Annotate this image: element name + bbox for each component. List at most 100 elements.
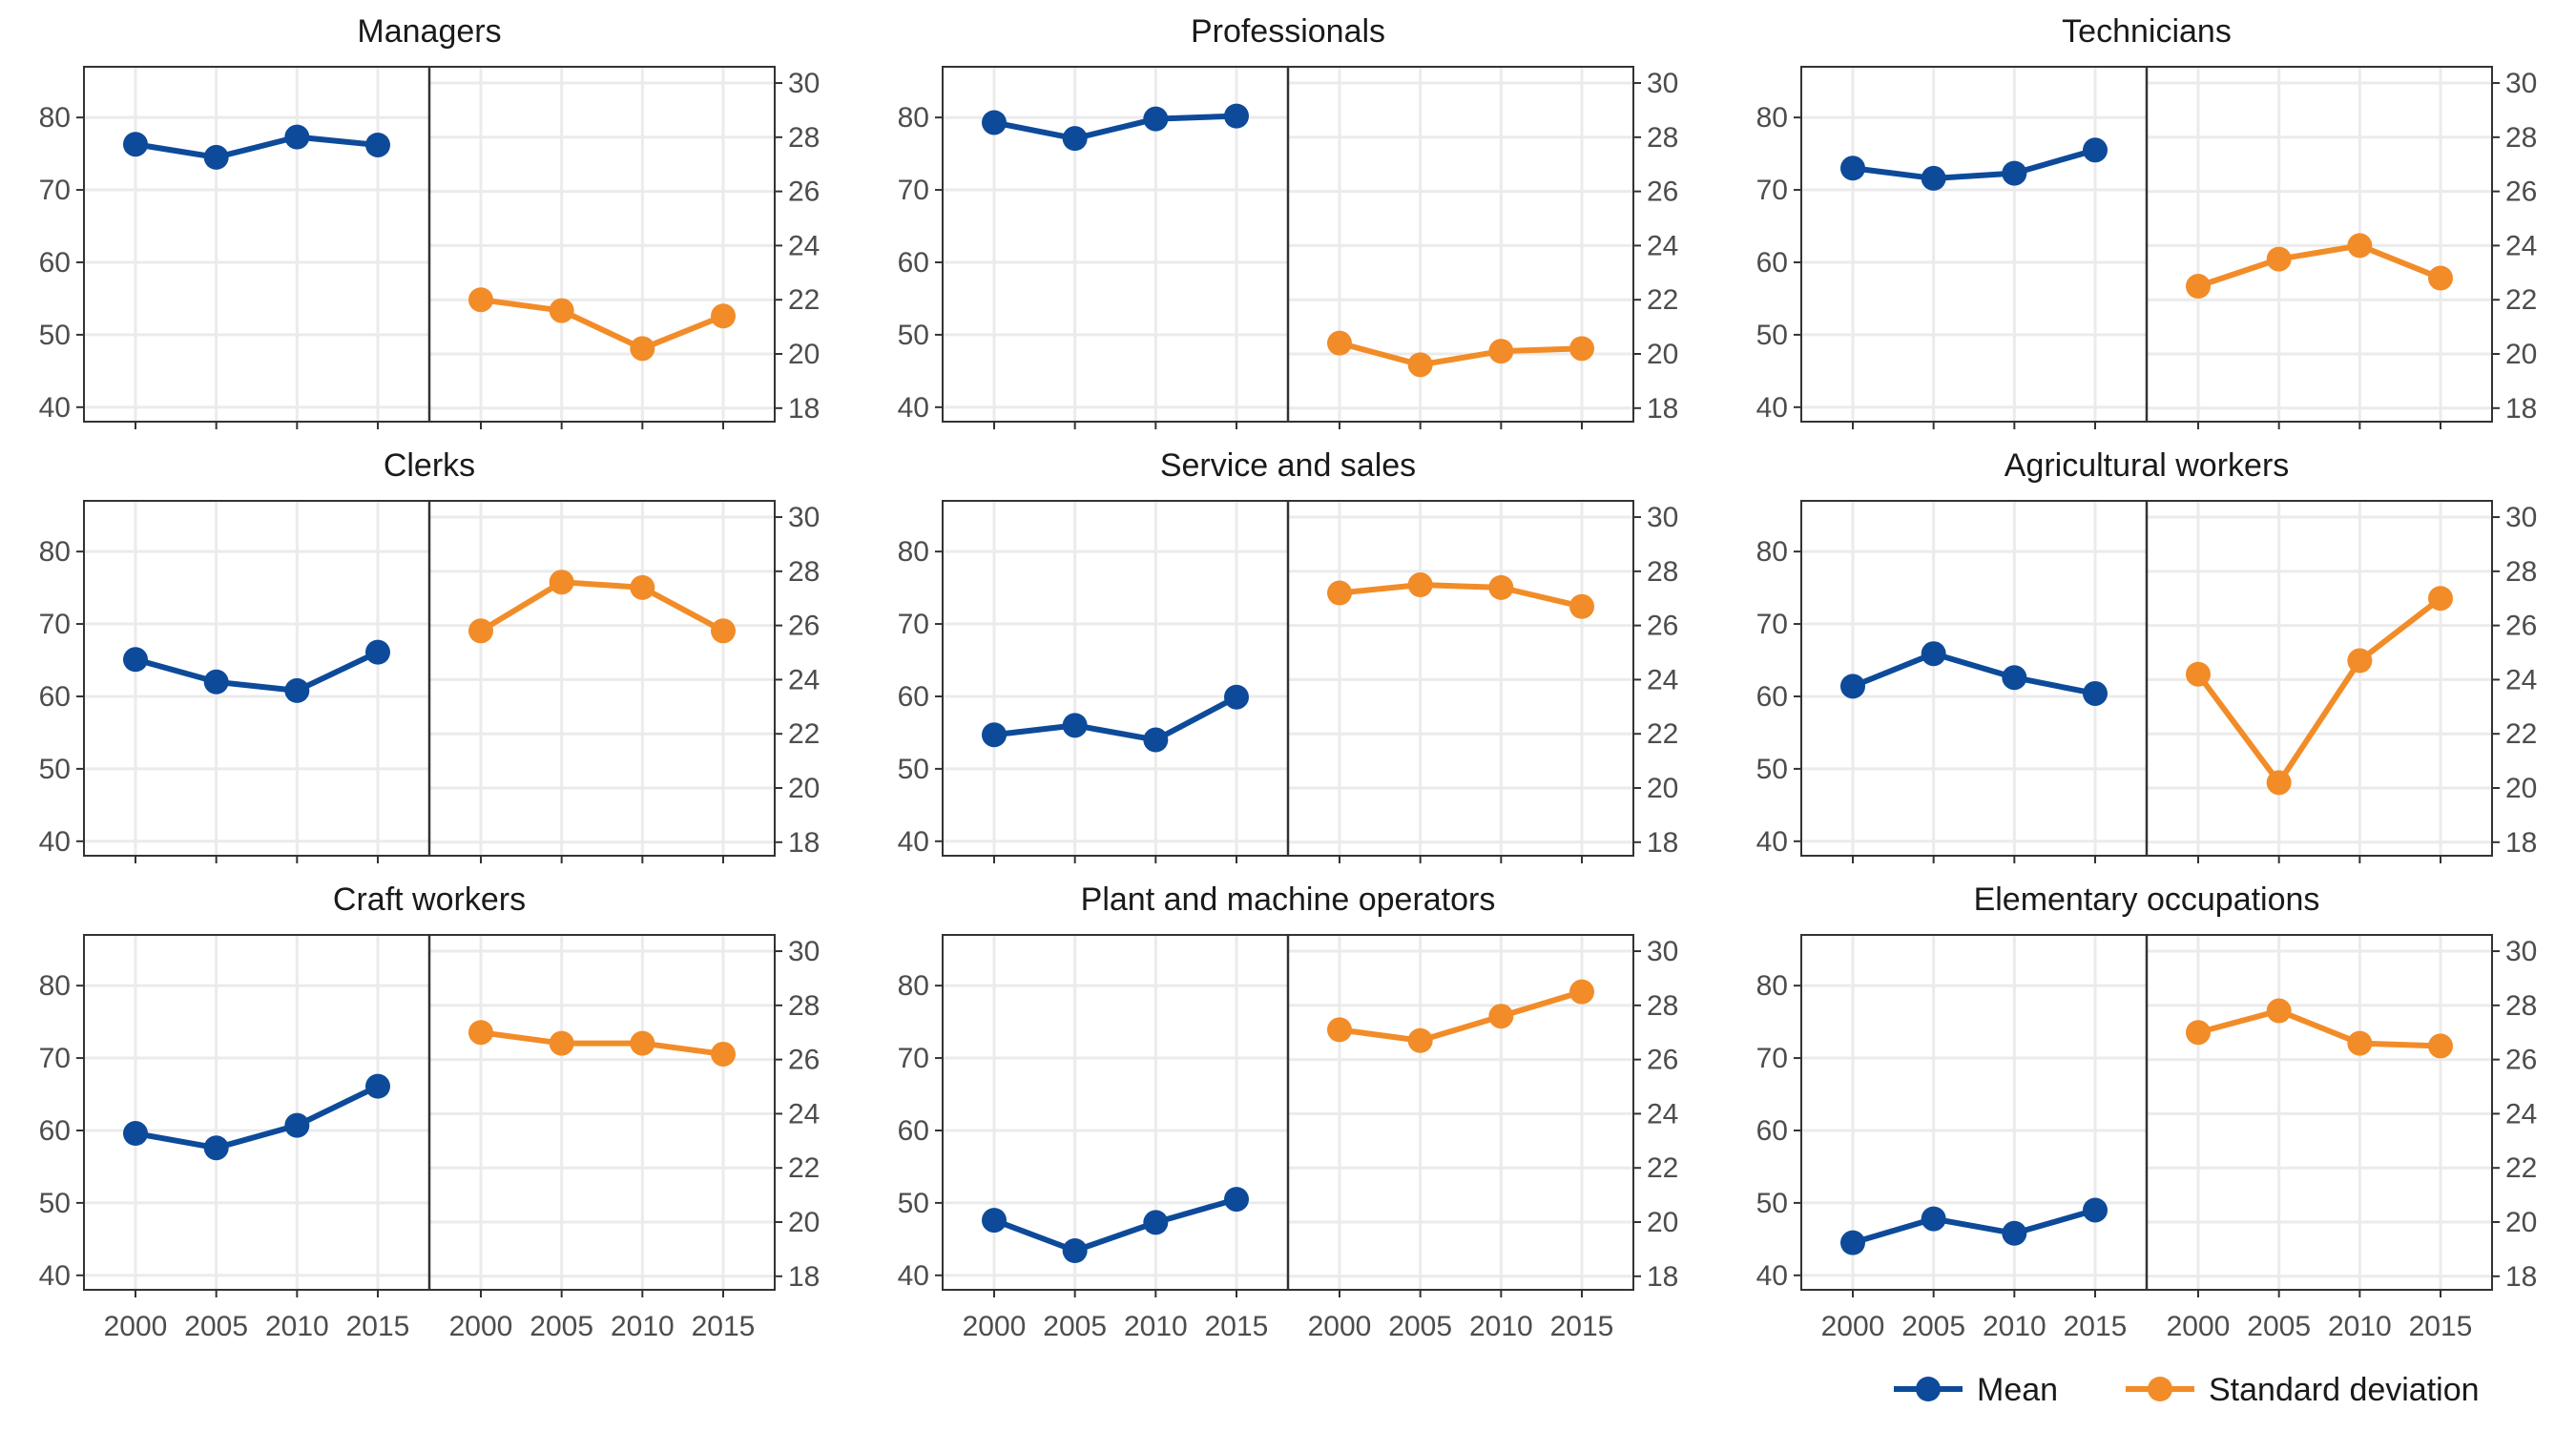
y-tick-label-left: 70 [39,1043,71,1074]
y-tick-label-left: 60 [898,681,929,713]
y-tick-label-left: 40 [898,826,929,858]
mean-point [1224,103,1249,129]
y-tick-label-left: 60 [1756,681,1788,713]
sd-point [1327,580,1352,606]
x-tick-label: 2005 [1388,1311,1452,1342]
y-tick-label-left: 40 [39,1260,71,1292]
y-tick-label-right: 30 [1647,936,1678,967]
panel-title: Elementary occupations [1974,881,2320,918]
y-tick-label-left: 60 [898,247,929,279]
sd-point [549,1030,574,1056]
x-tick-label: 2015 [2064,1311,2128,1342]
panel-title: Managers [357,13,501,50]
y-tick-label-left: 80 [39,536,71,568]
mean-point [1921,1206,1946,1232]
y-tick-label-right: 30 [788,936,820,967]
sd-point [2186,661,2211,687]
mean-point [982,110,1007,135]
y-tick-label-right: 30 [2505,502,2537,533]
y-tick-label-right: 20 [2505,773,2537,804]
mean-line [135,1083,380,1151]
y-tick-label-left: 70 [39,609,71,640]
mean-point [1062,713,1088,738]
sd-point [2428,1033,2453,1059]
y-tick-label-right: 28 [788,990,820,1022]
panel-title: Plant and machine operators [1081,881,1496,918]
y-tick-label-right: 22 [1647,1152,1678,1184]
y-tick-label-right: 24 [788,230,820,261]
sd-point [630,574,655,600]
panel-title: Agricultural workers [2005,447,2290,484]
y-tick-label-right: 20 [1647,1207,1678,1238]
y-tick-label-left: 60 [898,1115,929,1147]
y-tick-label-right: 28 [788,556,820,588]
panel: Service and sales 40 50 60 70 80 18 20 22 24 26 28 3… [898,447,1678,863]
mean-point [2002,1220,2027,1246]
legend-sd-label: Standard deviation [2209,1372,2480,1408]
sd-point [1327,1017,1352,1043]
x-tick-label: 2000 [449,1311,513,1342]
sd-point [1488,574,1514,600]
y-tick-label-right: 26 [788,176,820,208]
mean-point [2083,137,2108,163]
y-tick-label-right: 30 [788,68,820,99]
sd-point [1327,330,1352,356]
y-tick-label-left: 70 [39,175,71,206]
panel-title: Craft workers [333,881,526,918]
y-tick-label-right: 30 [1647,502,1678,533]
y-tick-label-left: 60 [1756,1115,1788,1147]
sd-point [2186,274,2211,300]
y-tick-label-right: 26 [788,611,820,642]
y-tick-label-right: 28 [2505,556,2537,588]
y-tick-label-left: 70 [1756,1043,1788,1074]
y-tick-label-left: 40 [898,392,929,424]
x-tick-label: 2010 [611,1311,675,1342]
y-tick-label-right: 20 [1647,339,1678,370]
y-tick-label-left: 50 [898,320,929,351]
sd-point [2347,648,2373,674]
y-tick-label-right: 26 [2505,611,2537,642]
sd-point [1569,979,1594,1005]
panel: Elementary occupations 40 50 60 70 80 18 20 22 24… [1756,881,2538,1342]
x-tick-label: 2015 [1550,1311,1614,1342]
mean-point [2002,160,2027,186]
y-tick-label-left: 40 [1756,1260,1788,1292]
mean-point [982,722,1007,748]
y-tick-label-left: 80 [1756,970,1788,1002]
y-tick-label-right: 18 [788,1261,820,1293]
panel-title: Professionals [1191,13,1385,50]
y-tick-label-right: 26 [1647,611,1678,642]
sd-line [2197,242,2442,289]
y-tick-label-left: 40 [1756,826,1788,858]
mean-point [1143,106,1169,132]
panel: Technicians 40 50 60 70 80 18 20 22 24 26 28 30 [1756,13,2537,429]
x-tick-label: 2005 [1043,1311,1107,1342]
mean-point [982,1208,1007,1234]
y-tick-label-right: 18 [2505,1261,2537,1293]
y-tick-label-right: 30 [788,502,820,533]
sd-point [630,336,655,362]
y-tick-label-right: 24 [2505,230,2537,261]
sd-point [2266,998,2292,1024]
y-tick-label-left: 50 [898,1188,929,1219]
y-tick-label-right: 24 [1647,230,1678,261]
y-tick-label-right: 18 [1647,1261,1678,1293]
y-tick-label-right: 18 [1647,827,1678,859]
y-tick-label-right: 22 [1647,718,1678,750]
y-tick-label-right: 30 [1647,68,1678,99]
x-tick-label: 2010 [1124,1311,1188,1342]
mean-point [1921,641,1946,667]
x-tick-label: 2010 [1469,1311,1533,1342]
mean-point [284,677,310,703]
sd-point [1407,1027,1433,1053]
y-tick-label-right: 26 [1647,176,1678,208]
sd-line [2197,1007,2441,1049]
y-tick-label-right: 26 [2505,176,2537,208]
y-tick-label-left: 80 [898,970,929,1002]
mean-point [2002,665,2027,691]
panel: Managers 40 50 60 70 80 18 20 22 24 26 28 30 [39,13,820,429]
sd-point [1488,1004,1514,1029]
y-tick-label-left: 50 [39,320,71,351]
y-tick-label-right: 22 [2505,1152,2537,1184]
y-tick-label-left: 80 [39,102,71,134]
